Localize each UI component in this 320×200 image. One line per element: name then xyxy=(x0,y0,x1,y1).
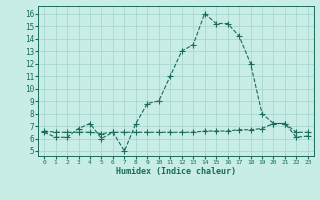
X-axis label: Humidex (Indice chaleur): Humidex (Indice chaleur) xyxy=(116,167,236,176)
